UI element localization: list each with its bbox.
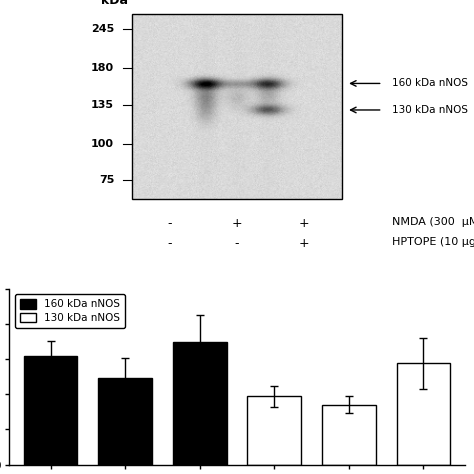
Bar <box>397 363 450 465</box>
Text: 130 kDa nNOS: 130 kDa nNOS <box>392 105 468 115</box>
Text: 100: 100 <box>91 138 114 148</box>
Text: -: - <box>168 237 172 250</box>
Text: -: - <box>235 237 239 250</box>
Bar <box>173 341 227 465</box>
Text: +: + <box>299 237 310 250</box>
Text: kDa: kDa <box>101 0 128 7</box>
Text: +: + <box>232 217 242 230</box>
Bar <box>132 14 342 199</box>
Text: 135: 135 <box>91 100 114 110</box>
Text: NMDA (300  μM): NMDA (300 μM) <box>392 217 474 227</box>
Bar <box>98 378 152 465</box>
Text: +: + <box>299 217 310 230</box>
Text: HPTOPE (10 μg/mL): HPTOPE (10 μg/mL) <box>392 237 474 247</box>
Text: 245: 245 <box>91 24 114 34</box>
Text: -: - <box>168 217 172 230</box>
Text: 180: 180 <box>91 64 114 73</box>
Bar <box>322 405 376 465</box>
Bar <box>24 356 77 465</box>
Bar <box>247 396 301 465</box>
Legend: 160 kDa nNOS, 130 kDa nNOS: 160 kDa nNOS, 130 kDa nNOS <box>15 294 125 328</box>
Text: 75: 75 <box>99 175 114 185</box>
Text: 160 kDa nNOS: 160 kDa nNOS <box>392 78 468 89</box>
